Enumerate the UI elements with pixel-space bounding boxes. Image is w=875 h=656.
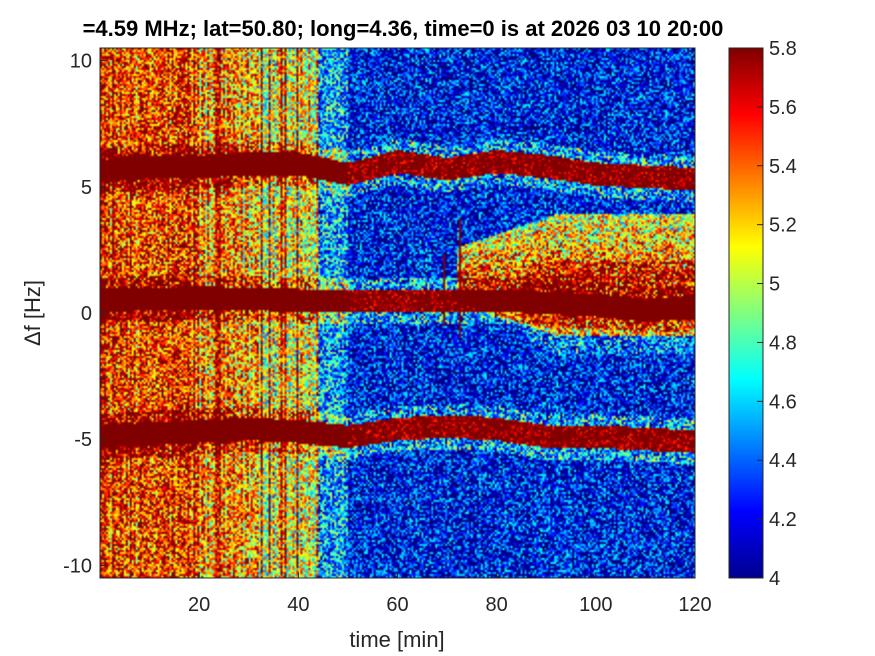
colorbar-tick-label: 4.4	[769, 450, 797, 472]
x-tick-label: 40	[287, 594, 309, 616]
colorbar: 5.8 5.6 5.4 5.2 5 4.8 4.6 4.4 4.2 4	[728, 38, 797, 590]
x-tick-label: 120	[678, 594, 711, 616]
colorbar-tick-label: 4.6	[769, 391, 797, 413]
colorbar-tick-label: 4	[769, 568, 780, 590]
y-tick-label: 10	[70, 51, 92, 73]
colorbar-tick-label: 5.8	[769, 38, 797, 60]
y-tick-label: 5	[81, 177, 92, 199]
y-tick-label: 0	[81, 303, 92, 325]
x-tick-label: 60	[386, 594, 408, 616]
x-tick-label: 20	[188, 594, 210, 616]
x-tick-label: 100	[579, 594, 612, 616]
y-tick-label: -10	[63, 555, 92, 577]
x-axis-ticks: 20 40 60 80 100 120	[188, 572, 712, 616]
colorbar-tick-label: 5.2	[769, 215, 797, 237]
x-tick-label: 80	[486, 594, 508, 616]
colorbar-ticks: 5.8 5.6 5.4 5.2 5 4.8 4.6 4.4 4.2 4	[757, 38, 797, 590]
spectrogram-plot-area	[99, 47, 696, 579]
y-axis-label: Δf [Hz]	[20, 280, 45, 346]
colorbar-gradient	[728, 47, 764, 579]
spectrogram-heatmap	[100, 48, 695, 578]
colorbar-tick-label: 4.2	[769, 509, 797, 531]
y-tick-label: -5	[74, 429, 92, 451]
colorbar-tick-label: 4.8	[769, 332, 797, 354]
y-axis-ticks: 10 5 0 -5 -10	[63, 51, 106, 577]
colorbar-tick-label: 5	[769, 274, 780, 296]
colorbar-tick-label: 5.6	[769, 97, 797, 119]
chart-title: =4.59 MHz; lat=50.80; long=4.36, time=0 …	[83, 16, 724, 41]
colorbar-tick-label: 5.4	[769, 156, 797, 178]
x-axis-label: time [min]	[349, 627, 444, 652]
